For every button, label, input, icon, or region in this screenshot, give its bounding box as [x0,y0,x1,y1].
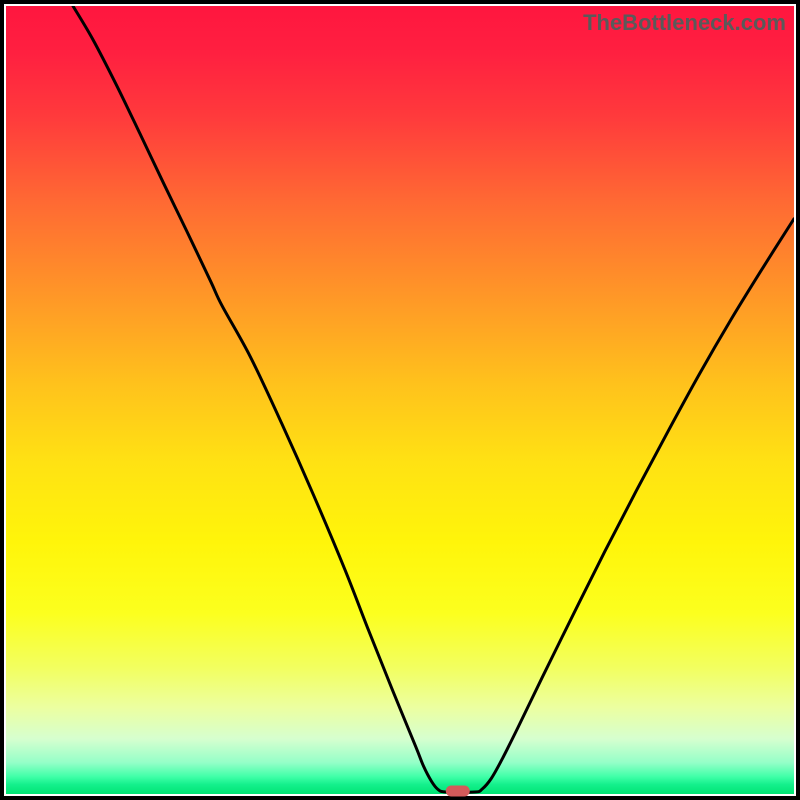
bottleneck-curve [6,6,794,794]
attribution-text: TheBottleneck.com [583,10,786,36]
plot-area: TheBottleneck.com [6,6,794,794]
chart-frame: TheBottleneck.com [0,0,800,800]
bottleneck-marker [445,785,469,796]
